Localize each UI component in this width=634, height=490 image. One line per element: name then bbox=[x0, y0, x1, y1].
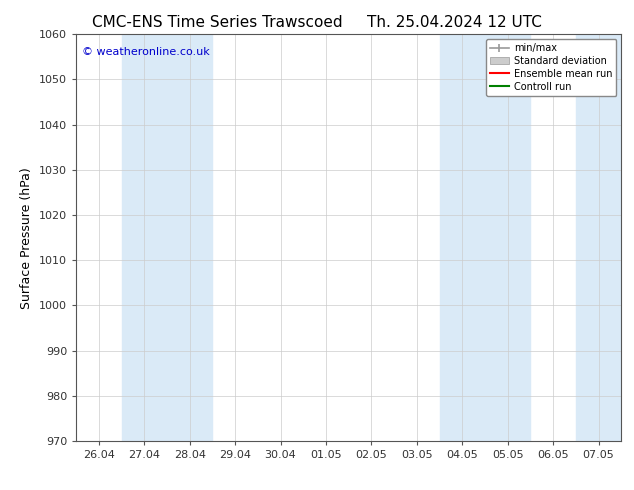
Y-axis label: Surface Pressure (hPa): Surface Pressure (hPa) bbox=[20, 167, 34, 309]
Bar bbox=[122, 34, 212, 441]
Text: © weatheronline.co.uk: © weatheronline.co.uk bbox=[82, 47, 209, 56]
Bar bbox=[576, 34, 621, 441]
Legend: min/max, Standard deviation, Ensemble mean run, Controll run: min/max, Standard deviation, Ensemble me… bbox=[486, 39, 616, 96]
Text: CMC-ENS Time Series Trawscoed     Th. 25.04.2024 12 UTC: CMC-ENS Time Series Trawscoed Th. 25.04.… bbox=[92, 15, 542, 30]
Bar bbox=[439, 34, 531, 441]
